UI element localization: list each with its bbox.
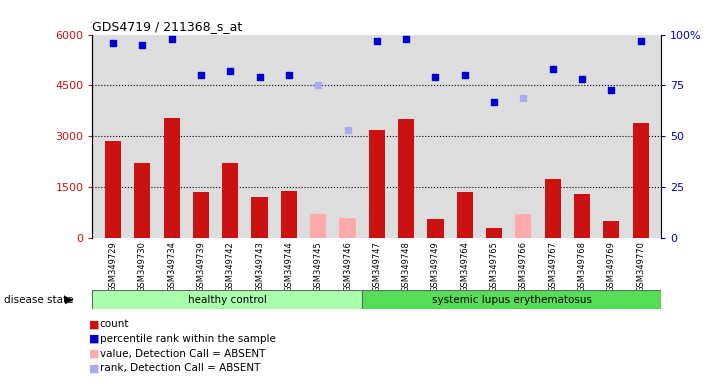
Text: count: count xyxy=(100,319,129,329)
Point xyxy=(635,38,646,44)
Bar xyxy=(604,221,619,238)
Text: ▶: ▶ xyxy=(65,295,74,305)
Point xyxy=(342,127,353,133)
Point xyxy=(488,99,500,105)
Text: ■: ■ xyxy=(89,349,100,359)
Bar xyxy=(92,290,362,309)
Text: disease state: disease state xyxy=(4,295,73,305)
Point xyxy=(107,40,119,46)
Bar xyxy=(486,228,502,238)
Bar xyxy=(633,123,648,238)
Bar xyxy=(134,164,150,238)
Bar xyxy=(164,118,180,238)
Text: GDS4719 / 211368_s_at: GDS4719 / 211368_s_at xyxy=(92,20,242,33)
Point xyxy=(459,72,471,78)
Point xyxy=(313,83,324,89)
Bar xyxy=(398,119,415,238)
Bar xyxy=(362,290,661,309)
Bar xyxy=(515,214,532,238)
Bar xyxy=(545,179,561,238)
Point xyxy=(606,86,617,93)
Bar xyxy=(222,164,238,238)
Bar xyxy=(310,214,326,238)
Bar xyxy=(574,194,590,238)
Point xyxy=(577,76,588,83)
Point xyxy=(166,36,177,42)
Bar xyxy=(105,141,121,238)
Text: ■: ■ xyxy=(89,319,100,329)
Point xyxy=(137,42,148,48)
Point xyxy=(547,66,558,72)
Bar xyxy=(427,219,444,238)
Point xyxy=(283,72,294,78)
Point xyxy=(371,38,383,44)
Point xyxy=(400,36,412,42)
Bar xyxy=(193,192,209,238)
Bar xyxy=(369,129,385,238)
Point xyxy=(518,94,529,101)
Text: systemic lupus erythematosus: systemic lupus erythematosus xyxy=(432,295,592,305)
Bar xyxy=(252,197,267,238)
Bar xyxy=(339,218,356,238)
Text: ■: ■ xyxy=(89,363,100,373)
Text: value, Detection Call = ABSENT: value, Detection Call = ABSENT xyxy=(100,349,265,359)
Bar xyxy=(281,190,297,238)
Point xyxy=(254,74,265,80)
Text: percentile rank within the sample: percentile rank within the sample xyxy=(100,334,275,344)
Point xyxy=(429,74,441,80)
Point xyxy=(225,68,236,74)
Bar xyxy=(456,192,473,238)
Text: ■: ■ xyxy=(89,334,100,344)
Point xyxy=(196,72,207,78)
Text: healthy control: healthy control xyxy=(188,295,267,305)
Text: rank, Detection Call = ABSENT: rank, Detection Call = ABSENT xyxy=(100,363,260,373)
